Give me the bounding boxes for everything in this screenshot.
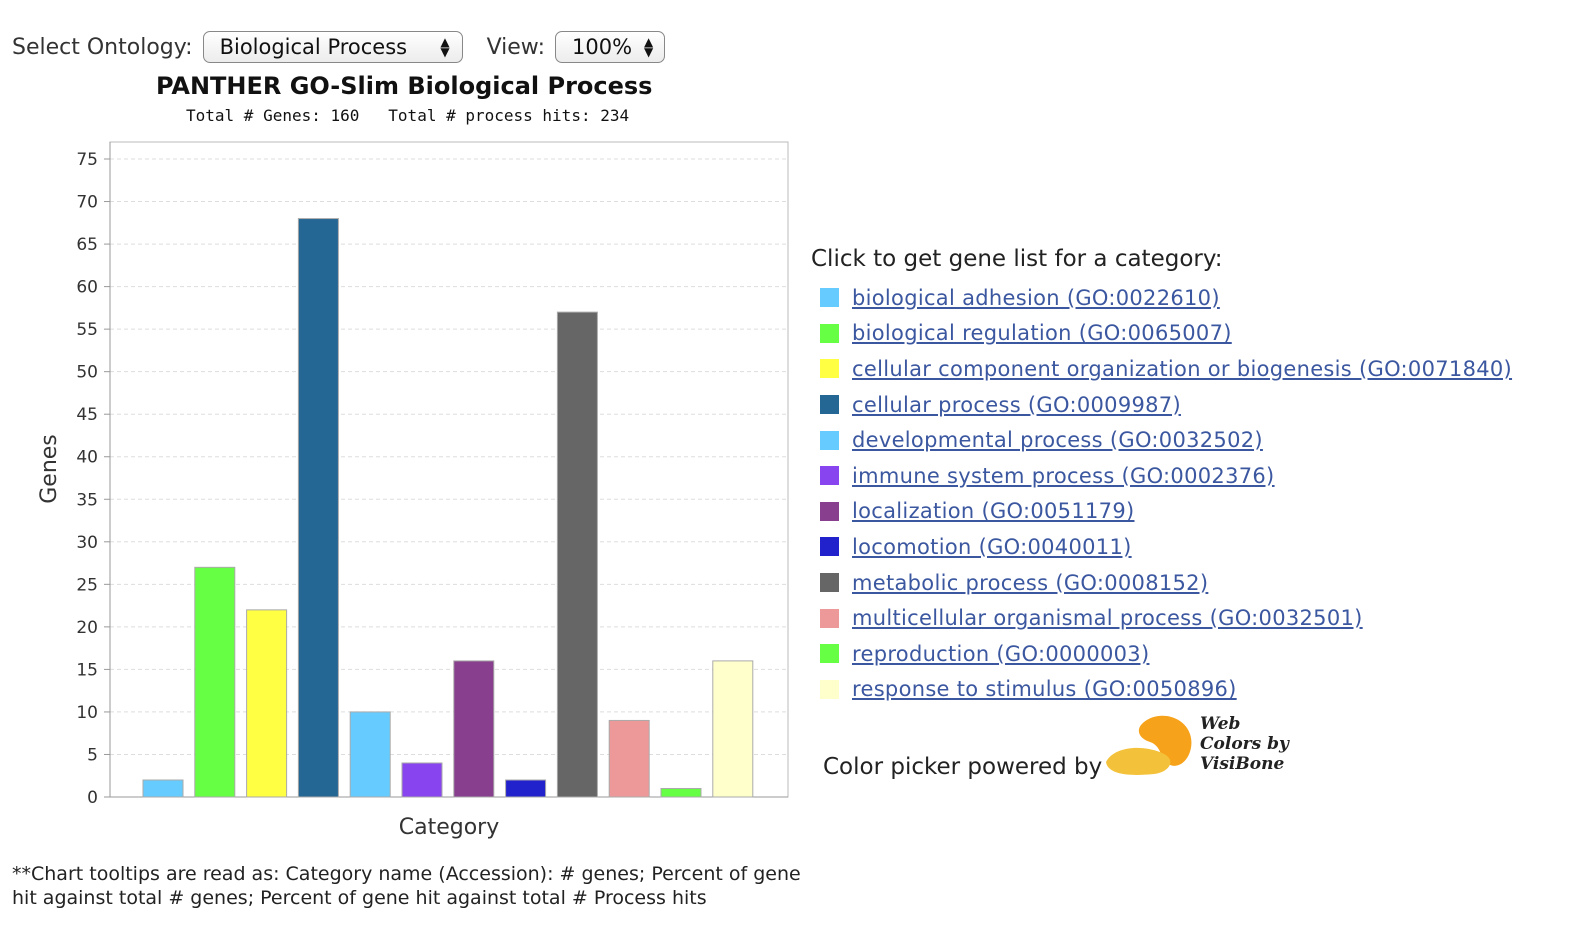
visibone-logo[interactable]: Web Colors by VisiBone	[1104, 712, 1294, 782]
toolbar: Select Ontology: Biological Process ▲ ▼ V…	[12, 30, 665, 64]
bar-chart: 0 5 10 15 20 25 30 35 40 45 50 55 60 65 70 75 biological…	[37, 141, 789, 840]
view-label: View:	[486, 34, 545, 60]
ontology-select-value: Biological Process	[219, 35, 408, 59]
x-axis-label: Category	[399, 815, 500, 840]
y-tick-label: 5	[87, 745, 98, 765]
legend-item: localization (GO:0051179)	[820, 494, 1512, 530]
legend-item: developmental process (GO:0032502)	[820, 422, 1512, 458]
legend-category-link[interactable]: multicellular organismal process (GO:003…	[852, 606, 1363, 631]
legend-item: cellular process (GO:0009987)	[820, 387, 1512, 423]
y-tick-label: 45	[76, 405, 98, 425]
y-tick-label: 40	[76, 448, 98, 468]
legend-swatch	[820, 395, 839, 415]
legend-category-link[interactable]: locomotion (GO:0040011)	[852, 534, 1132, 559]
y-tick-label: 15	[76, 660, 98, 680]
legend-category-link[interactable]: response to stimulus (GO:0050896)	[852, 677, 1237, 702]
visibone-logo-line: Web	[1200, 714, 1241, 734]
legend-swatch	[820, 644, 839, 664]
y-tick-label: 20	[76, 618, 98, 638]
legend-item: cellular component organization or bioge…	[820, 351, 1512, 387]
bar[interactable]: metabolic process (GO:0008152): 57	[556, 311, 598, 798]
legend-category-link[interactable]: localization (GO:0051179)	[852, 499, 1135, 524]
chart-subtitle: Total # Genes: 160 Total # process hits:…	[186, 106, 630, 125]
bar[interactable]: biological adhesion (GO:0022610): 2	[142, 779, 184, 798]
legend-category-link[interactable]: immune system process (GO:0002376)	[852, 463, 1275, 488]
legend-category-link[interactable]: developmental process (GO:0032502)	[852, 428, 1263, 453]
y-tick-label: 0	[87, 788, 98, 808]
legend-category-link[interactable]: biological adhesion (GO:0022610)	[852, 285, 1220, 310]
bar[interactable]: localization (GO:0051179): 16	[453, 660, 495, 798]
y-axis-label: Genes	[37, 434, 62, 504]
legend-item: biological adhesion (GO:0022610)	[820, 280, 1512, 316]
y-tick-label: 75	[76, 150, 98, 170]
bar[interactable]: multicellular organismal process (GO:003…	[608, 719, 650, 798]
legend-swatch	[820, 430, 839, 450]
y-tick-label: 65	[76, 235, 98, 255]
legend-swatch	[820, 466, 839, 486]
legend-category-link[interactable]: cellular component organization or bioge…	[852, 356, 1513, 381]
bar[interactable]: cellular component organization or bioge…	[246, 609, 288, 798]
chart-title: PANTHER GO-Slim Biological Process	[156, 72, 653, 100]
tooltip-footnote: **Chart tooltips are read as: Category n…	[12, 863, 801, 909]
bar[interactable]: developmental process (GO:0032502): 10	[349, 711, 391, 798]
legend-swatch	[820, 573, 839, 593]
legend-category-link[interactable]: metabolic process (GO:0008152)	[852, 570, 1209, 595]
select-arrows-icon: ▲ ▼	[440, 35, 450, 59]
y-tick-label: 25	[76, 575, 98, 595]
legend-category-link[interactable]: cellular process (GO:0009987)	[852, 392, 1181, 417]
legend-item: biological regulation (GO:0065007)	[820, 316, 1512, 352]
view-select-value: 100%	[572, 35, 633, 59]
legend-item: multicellular organismal process (GO:003…	[820, 600, 1512, 636]
legend-swatch	[820, 323, 839, 343]
y-tick-label: 30	[76, 533, 98, 553]
visibone-logo-line: Colors by	[1200, 734, 1289, 754]
legend-swatch	[820, 359, 839, 379]
y-tick-label: 50	[76, 363, 98, 383]
legend-swatch	[820, 608, 839, 628]
legend-heading: Click to get gene list for a category:	[811, 246, 1223, 272]
ontology-select[interactable]: Biological Process ▲ ▼	[202, 31, 463, 63]
legend-list: biological adhesion (GO:0022610) biologic…	[820, 280, 1512, 707]
select-arrows-icon: ▲ ▼	[644, 35, 654, 59]
legend-category-link[interactable]: reproduction (GO:0000003)	[852, 641, 1150, 666]
bar[interactable]: response to stimulus (GO:0050896): 16	[712, 660, 754, 798]
legend-category-link[interactable]: biological regulation (GO:0065007)	[852, 321, 1232, 346]
visibone-logo-line: VisiBone	[1200, 754, 1285, 774]
legend-swatch	[820, 501, 839, 521]
legend-item: locomotion (GO:0040011)	[820, 529, 1512, 565]
y-tick-label: 70	[76, 193, 98, 213]
legend-swatch	[820, 679, 839, 699]
y-tick-label: 10	[76, 703, 98, 723]
y-tick-label: 55	[76, 320, 98, 340]
bar[interactable]: cellular process (GO:0009987): 68	[297, 218, 339, 798]
legend-swatch	[820, 537, 839, 557]
bar[interactable]: immune system process (GO:0002376): 4	[401, 762, 443, 798]
legend-swatch	[820, 288, 839, 308]
legend-item: reproduction (GO:0000003)	[820, 636, 1512, 672]
legend-item: immune system process (GO:0002376)	[820, 458, 1512, 494]
visibone-logo-text: Web Colors by VisiBone	[1200, 714, 1289, 774]
ontology-label: Select Ontology:	[12, 34, 193, 60]
visibone-palette-icon	[1106, 715, 1192, 775]
legend-item: metabolic process (GO:0008152)	[820, 565, 1512, 601]
y-tick-label: 60	[76, 278, 98, 298]
y-tick-label: 35	[76, 490, 98, 510]
view-select[interactable]: 100% ▲ ▼	[555, 31, 665, 63]
legend-item: response to stimulus (GO:0050896)	[820, 672, 1512, 708]
bar[interactable]: locomotion (GO:0040011): 2	[505, 779, 547, 798]
bar[interactable]: reproduction (GO:0000003): 1	[660, 787, 702, 798]
bar[interactable]: biological regulation (GO:0065007): 27	[194, 566, 236, 798]
powered-by-text: Color picker powered by	[823, 754, 1103, 780]
